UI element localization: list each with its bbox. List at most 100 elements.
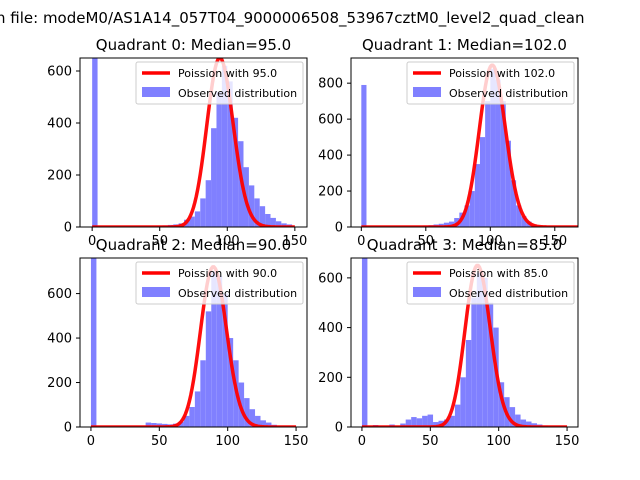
histogram-bar <box>194 391 201 427</box>
histogram-bar <box>194 211 201 227</box>
histogram-bar <box>449 415 455 427</box>
histogram-bar <box>249 409 256 427</box>
histogram-bar <box>509 407 516 427</box>
histogram-bar <box>515 414 521 427</box>
y-tick-label: 0 <box>335 421 343 436</box>
x-tick-label: 0 <box>87 434 95 449</box>
histogram-bar <box>516 205 522 227</box>
histogram-bar <box>200 360 206 427</box>
histogram-bar <box>227 81 233 227</box>
histogram-bar <box>259 206 266 227</box>
histogram-bar <box>422 415 428 427</box>
x-tick-label: 50 <box>422 434 439 449</box>
y-tick-label: 400 <box>318 149 343 164</box>
histogram-bar <box>205 311 212 427</box>
legend-line-label: Poission with 102.0 <box>449 67 555 80</box>
legend: Poission with 90.0 Observed distribution <box>135 261 304 305</box>
histogram-bar <box>281 223 287 227</box>
x-tick-label: 50 <box>151 234 168 249</box>
histogram-bar <box>90 258 97 427</box>
legend-bar-swatch <box>413 287 441 297</box>
histogram-bar <box>495 79 501 227</box>
histogram-bar <box>454 404 461 427</box>
histogram-bar <box>521 216 527 227</box>
y-tick-label: 400 <box>47 332 72 347</box>
y-tick-label: 600 <box>318 113 343 128</box>
legend-line-label: Poission with 90.0 <box>178 267 277 280</box>
y-tick-label: 200 <box>47 169 72 184</box>
y-tick-label: 400 <box>47 117 72 132</box>
histogram-bar <box>211 271 217 427</box>
subplot-title: Quadrant 2: Median=90.0 <box>96 236 291 254</box>
histogram-bar <box>151 422 157 427</box>
x-tick-label: 150 <box>542 234 567 249</box>
histogram-bar <box>227 338 234 427</box>
subplot-title: Quadrant 3: Median=85.0 <box>367 236 562 254</box>
histogram-bar <box>449 221 455 227</box>
x-tick-label: 0 <box>358 434 366 449</box>
poisson-curve <box>91 58 296 227</box>
x-tick-label: 0 <box>357 234 365 249</box>
axes-frame <box>79 257 308 428</box>
histogram-bar <box>520 419 527 427</box>
x-tick-label: 0 <box>88 234 96 249</box>
axes-frame <box>350 57 579 228</box>
histogram-bar <box>474 164 480 227</box>
histogram-bar <box>500 101 506 227</box>
y-tick-label: 200 <box>47 376 72 391</box>
legend-bar-label: Observed distribution <box>178 287 297 300</box>
subplot-title: Quadrant 1: Median=102.0 <box>362 36 567 54</box>
subplot-quadrant-2: 0 50 100 150 0 200 400 600 Quadrant 2: Median=90… <box>47 236 308 449</box>
histogram-bar <box>361 84 367 227</box>
y-tick-label: 0 <box>64 421 72 436</box>
legend-bar-label: Observed distribution <box>178 87 297 100</box>
histogram-bar <box>531 423 537 427</box>
histogram-bar <box>255 415 261 427</box>
subplot-quadrant-0: 0 50 100 150 0 200 400 600 Quadrant 0: Median=95… <box>47 36 308 249</box>
x-tick-label: 150 <box>282 234 307 249</box>
histogram-bar <box>487 302 494 427</box>
legend-box <box>406 261 575 305</box>
histogram-bar <box>222 293 228 427</box>
figure-suptitle: n file: modeM0/AS1A14_057T04_9000006508_… <box>0 9 585 27</box>
histogram-bar <box>200 198 206 227</box>
histogram-bar <box>183 415 190 427</box>
y-tick-label: 0 <box>335 221 343 236</box>
legend-bar-swatch <box>142 287 170 297</box>
histogram-bar <box>505 140 511 227</box>
histogram-bar <box>464 205 470 227</box>
histogram-bar <box>265 422 272 427</box>
legend-box <box>135 61 304 105</box>
histogram-bar <box>510 180 517 227</box>
histogram-bar <box>189 216 195 227</box>
histogram-bar <box>427 414 434 427</box>
histogram-bar <box>476 272 483 427</box>
histogram-bar <box>92 58 98 227</box>
x-tick-label: 50 <box>418 234 435 249</box>
legend-bar-swatch <box>413 87 441 97</box>
histogram-bar <box>460 377 466 427</box>
axes-frame <box>79 57 308 228</box>
legend-bar-swatch <box>142 87 170 97</box>
x-tick-label: 100 <box>486 434 511 449</box>
y-tick-label: 400 <box>318 321 343 336</box>
histogram-bar <box>471 297 477 427</box>
histogram-bar <box>254 198 260 227</box>
subplot-quadrant-1: 0 50 100 150 0 200 400 600 800 Quadrant 1: Median… <box>318 36 579 249</box>
plot-area <box>91 58 296 227</box>
legend: Poission with 85.0 Observed distribution <box>406 261 575 305</box>
histogram-bar <box>498 382 505 427</box>
histogram-bar <box>244 398 250 427</box>
histogram-bar <box>232 117 239 227</box>
histogram-bar <box>479 137 486 227</box>
legend: Poission with 102.0 Observed distribution <box>406 61 575 105</box>
histogram-bar <box>490 68 496 227</box>
histogram-bar <box>216 91 222 227</box>
legend-box <box>135 261 304 305</box>
histogram-bar <box>433 422 439 427</box>
legend-line-label: Poission with 95.0 <box>178 67 277 80</box>
x-tick-label: 100 <box>478 234 503 249</box>
x-tick-label: 150 <box>555 434 580 449</box>
legend-line-label: Poission with 85.0 <box>449 267 548 280</box>
histogram-bar <box>189 406 195 427</box>
